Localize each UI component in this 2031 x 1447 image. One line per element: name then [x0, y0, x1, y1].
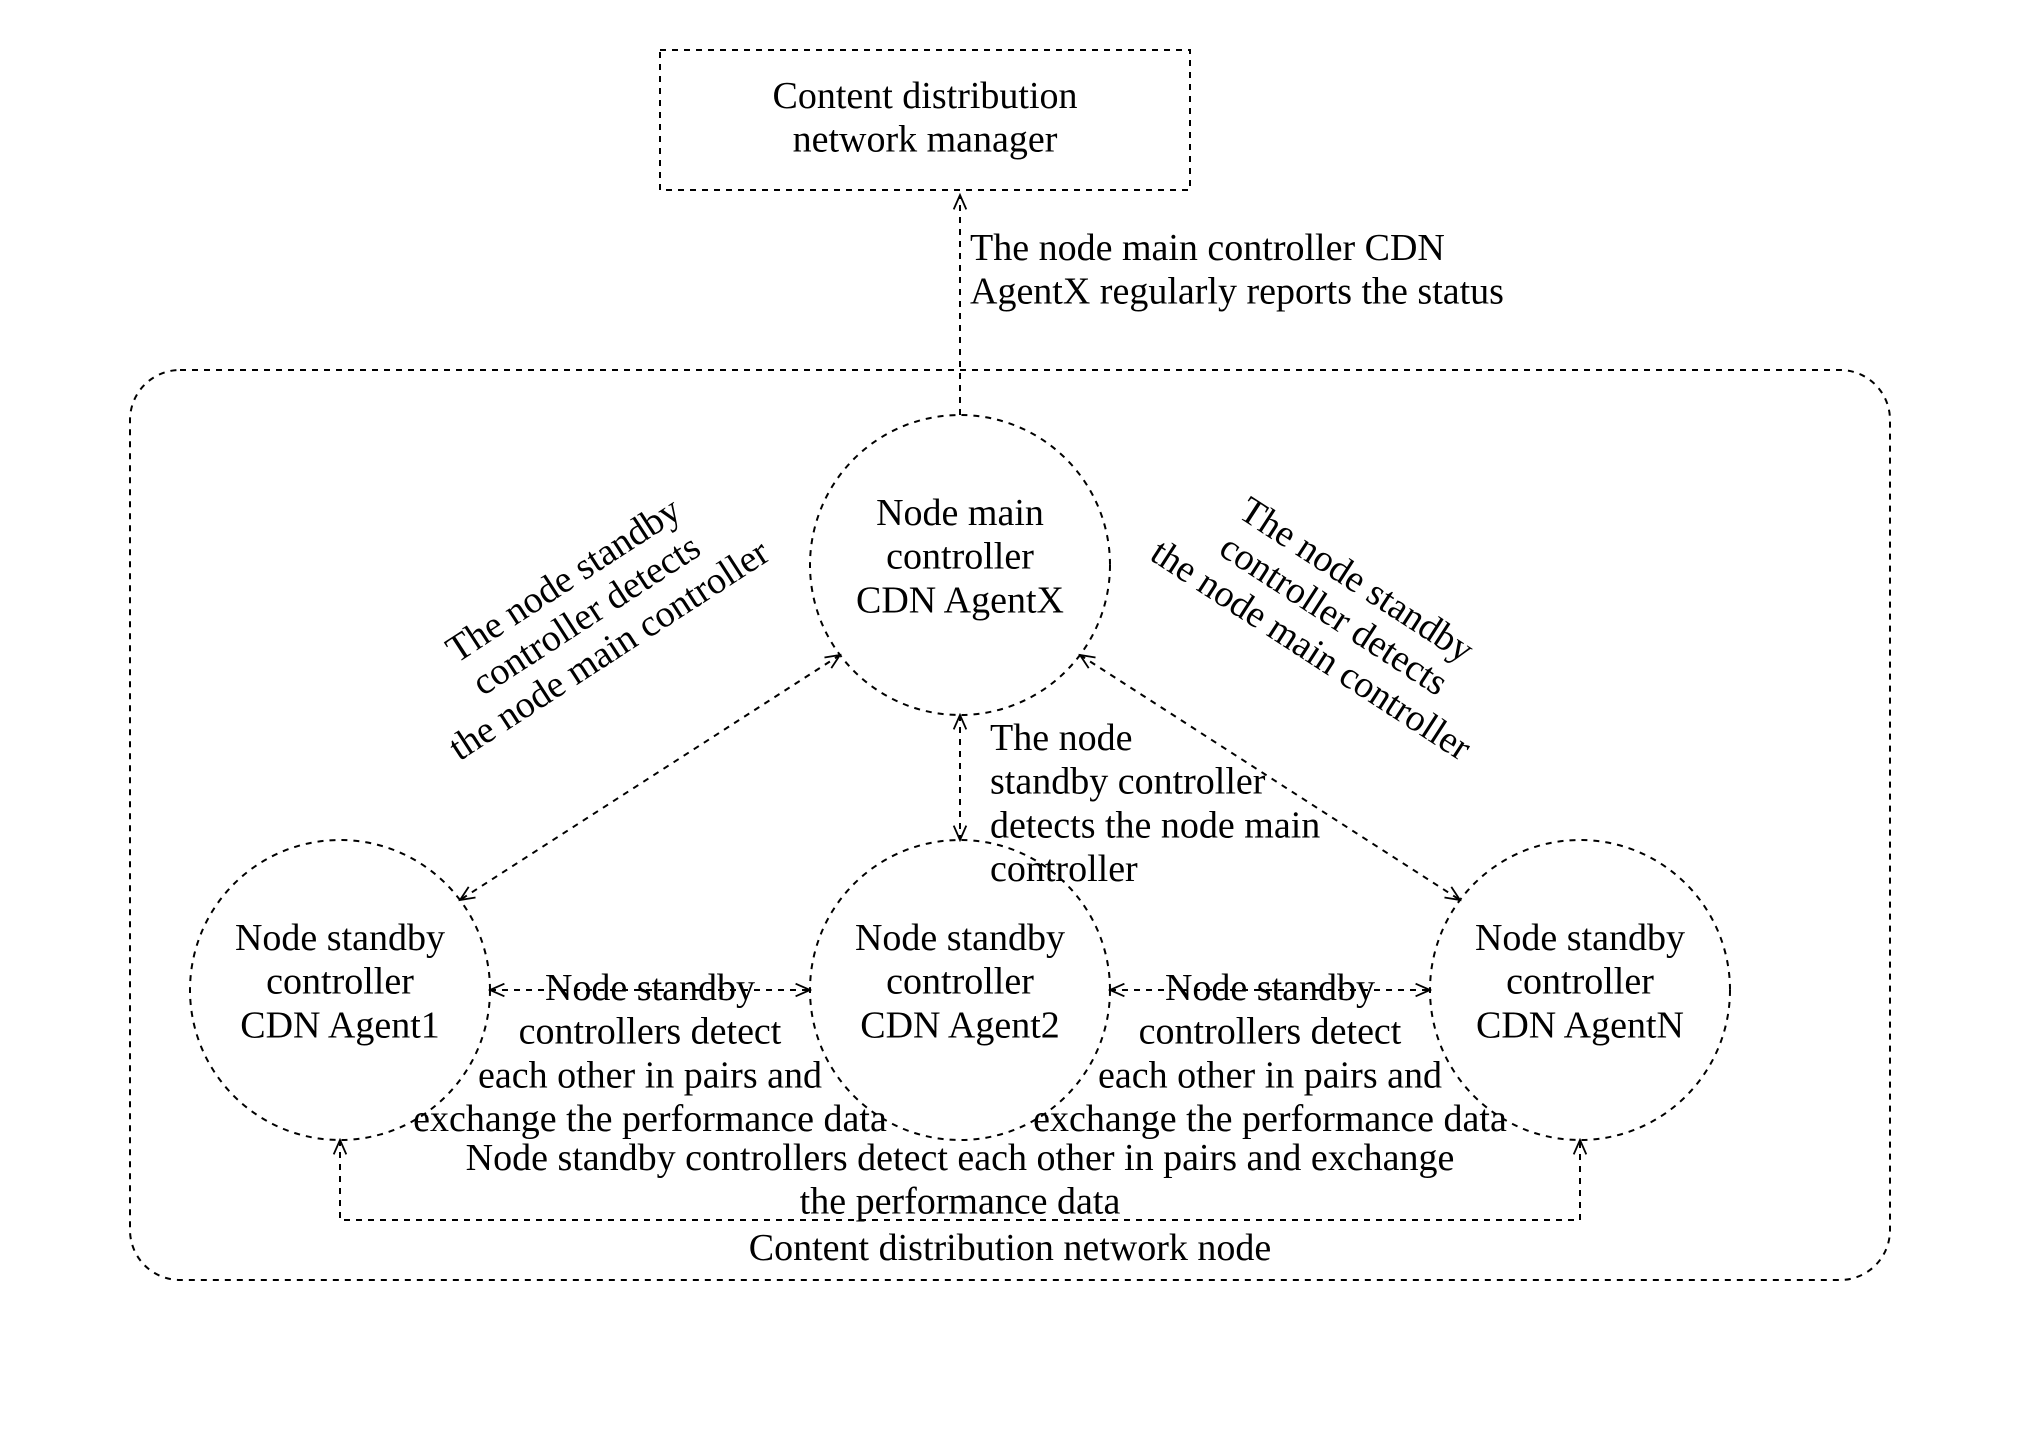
standby-label-agent2: Node standbycontrollerCDN Agent2 — [855, 917, 1065, 1046]
standby-label-agentN: Node standbycontrollerCDN AgentN — [1475, 917, 1685, 1046]
diag-label-right: The node standbycontroller detectsthe no… — [1143, 461, 1524, 769]
standby-label-agent1: Node standbycontrollerCDN Agent1 — [235, 917, 445, 1046]
report-label: The node main controller CDNAgentX regul… — [970, 227, 1504, 313]
manager-box-label: Content distributionnetwork manager — [772, 75, 1077, 161]
pair-label-bottom: Node standby controllers detect each oth… — [466, 1137, 1455, 1223]
main-controller-label: Node maincontrollerCDN AgentX — [856, 492, 1064, 621]
node-container-label: Content distribution network node — [749, 1227, 1271, 1269]
svg-text:The node standbycontroller det: The node standbycontroller detectsthe no… — [396, 461, 777, 769]
diag-label-left: The node standbycontroller detectsthe no… — [396, 461, 777, 769]
mid-detect-label: The nodestandby controllerdetects the no… — [990, 717, 1320, 890]
svg-text:The node standbycontroller det: The node standbycontroller detectsthe no… — [1143, 461, 1524, 769]
